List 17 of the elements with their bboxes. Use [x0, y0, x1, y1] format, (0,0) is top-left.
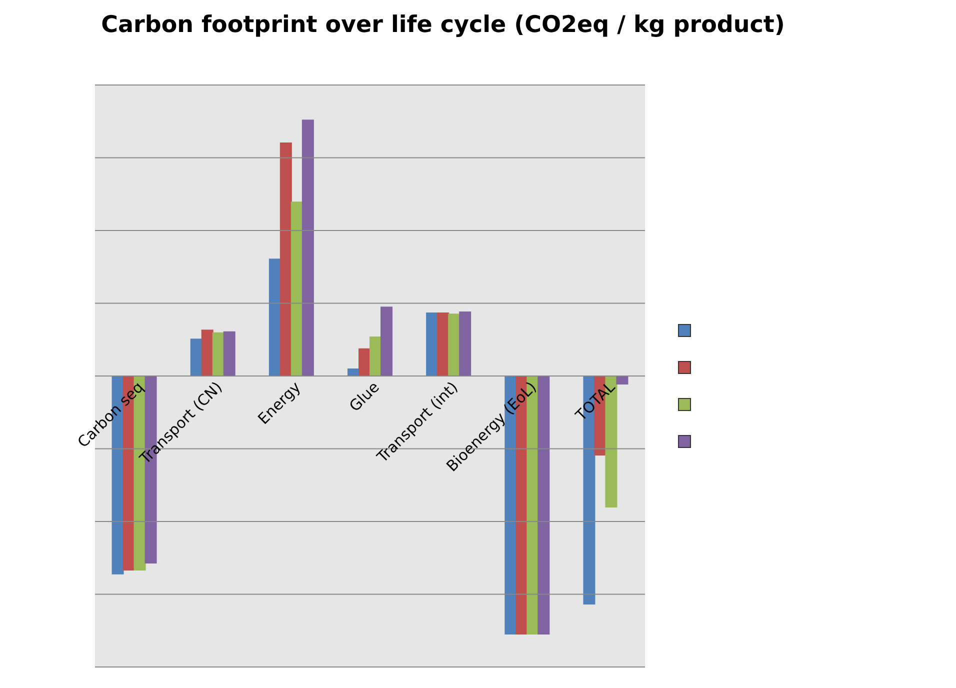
bar	[201, 330, 214, 376]
bar	[268, 258, 281, 376]
chart-title: Carbon footprint over life cycle (CO2eq / kg product)	[100, 12, 786, 38]
bar	[437, 312, 450, 376]
bar	[426, 312, 438, 376]
bar	[538, 376, 550, 634]
bar	[370, 336, 382, 376]
bar	[302, 120, 314, 376]
bar	[223, 331, 236, 376]
bar	[190, 338, 202, 376]
bar	[290, 202, 303, 376]
bar	[280, 142, 292, 376]
bar	[616, 376, 628, 384]
bar	[212, 332, 224, 376]
bar	[459, 312, 472, 376]
bar	[448, 314, 460, 376]
bar	[380, 306, 392, 376]
